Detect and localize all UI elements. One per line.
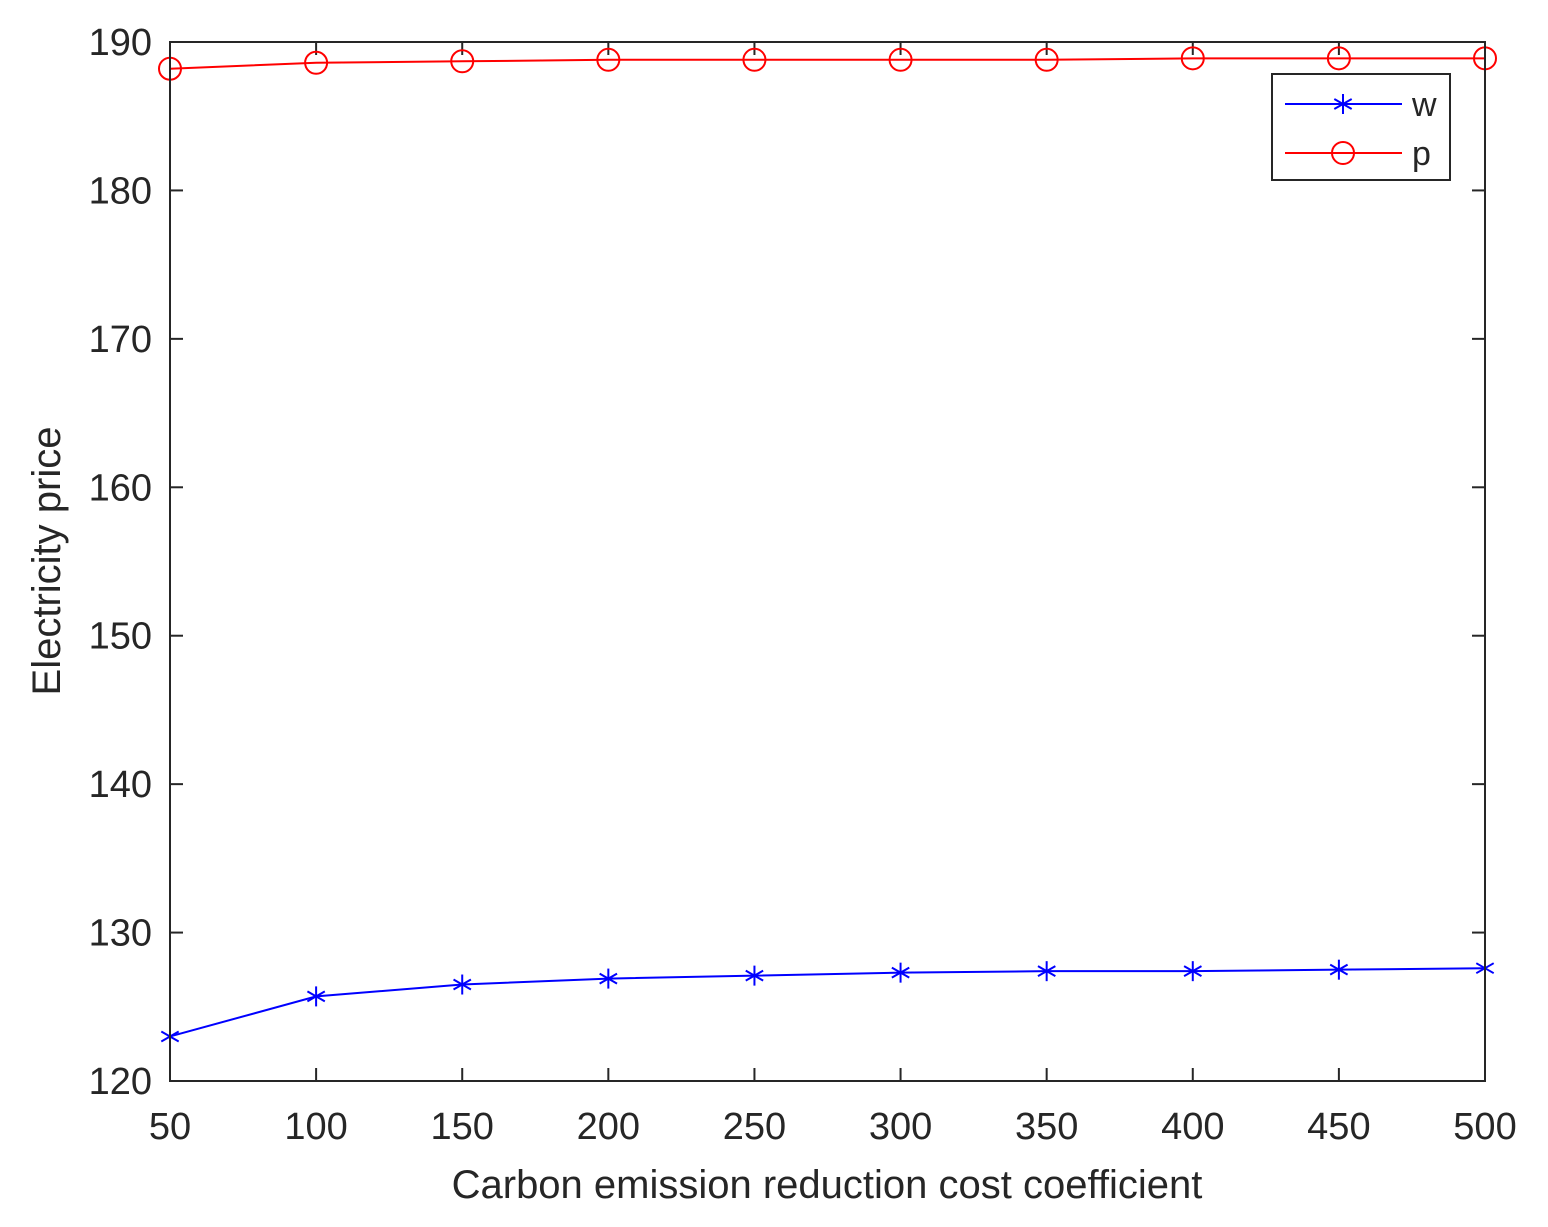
legend-marker bbox=[1331, 141, 1355, 165]
data-point-p bbox=[1326, 46, 1351, 71]
x-tick-label: 150 bbox=[431, 1106, 494, 1148]
data-point-p bbox=[450, 49, 475, 74]
legend-entry-w: w bbox=[1285, 86, 1437, 124]
x-axis-label: Carbon emission reduction cost coefficie… bbox=[452, 1163, 1203, 1207]
legend-label: w bbox=[1411, 86, 1437, 124]
y-tick-label: 180 bbox=[89, 170, 152, 212]
x-tick-label: 350 bbox=[1015, 1106, 1078, 1148]
data-point-w bbox=[599, 968, 618, 989]
x-tick-label: 100 bbox=[284, 1106, 347, 1148]
x-tick-label: 400 bbox=[1161, 1106, 1224, 1148]
y-tick-label: 190 bbox=[89, 22, 152, 64]
data-point-p bbox=[1034, 47, 1059, 72]
legend: wp bbox=[1271, 73, 1451, 181]
legend-entry-p: p bbox=[1285, 135, 1431, 173]
data-point-w bbox=[1183, 961, 1202, 982]
x-tick-label: 300 bbox=[869, 1106, 932, 1148]
data-point-w bbox=[306, 986, 326, 1007]
y-axis-label: Electricity price bbox=[25, 427, 69, 696]
y-tick-labels: 120 130 140 150 160 170 180 190 bbox=[89, 22, 152, 1103]
plot-area bbox=[170, 42, 1485, 1081]
x-tick-label: 50 bbox=[149, 1106, 191, 1148]
data-point-p bbox=[888, 47, 913, 72]
data-point-w bbox=[1037, 961, 1056, 982]
x-tick-labels: 50 100 150 200 250 300 350 400 450 500 bbox=[149, 1106, 1517, 1148]
data-point-w bbox=[1329, 959, 1349, 980]
y-tick-label: 130 bbox=[89, 913, 152, 955]
data-point-p bbox=[596, 47, 621, 72]
series-line-w bbox=[169, 967, 1486, 1038]
x-tick-label: 500 bbox=[1453, 1106, 1516, 1148]
x-tick-label: 200 bbox=[577, 1106, 640, 1148]
y-tick-label: 120 bbox=[89, 1061, 152, 1103]
data-point-p bbox=[304, 50, 329, 75]
data-point-p bbox=[742, 47, 767, 72]
y-tick-label: 150 bbox=[89, 616, 152, 658]
x-tick-label: 250 bbox=[723, 1106, 786, 1148]
y-tick-label: 170 bbox=[89, 319, 152, 361]
x-tick-label: 450 bbox=[1307, 1106, 1370, 1148]
plot-frame bbox=[169, 41, 1486, 1082]
series-line-p bbox=[169, 57, 1485, 70]
legend-label: p bbox=[1412, 135, 1431, 173]
data-point-p bbox=[1180, 46, 1205, 71]
y-tick-label: 160 bbox=[89, 467, 152, 509]
data-point-w bbox=[453, 974, 472, 995]
legend-box bbox=[1271, 73, 1451, 181]
series-p bbox=[158, 46, 1497, 81]
legend-marker bbox=[1333, 94, 1353, 114]
y-tick-label: 140 bbox=[89, 764, 152, 806]
data-point-w bbox=[891, 962, 910, 983]
data-point-w bbox=[745, 965, 764, 986]
